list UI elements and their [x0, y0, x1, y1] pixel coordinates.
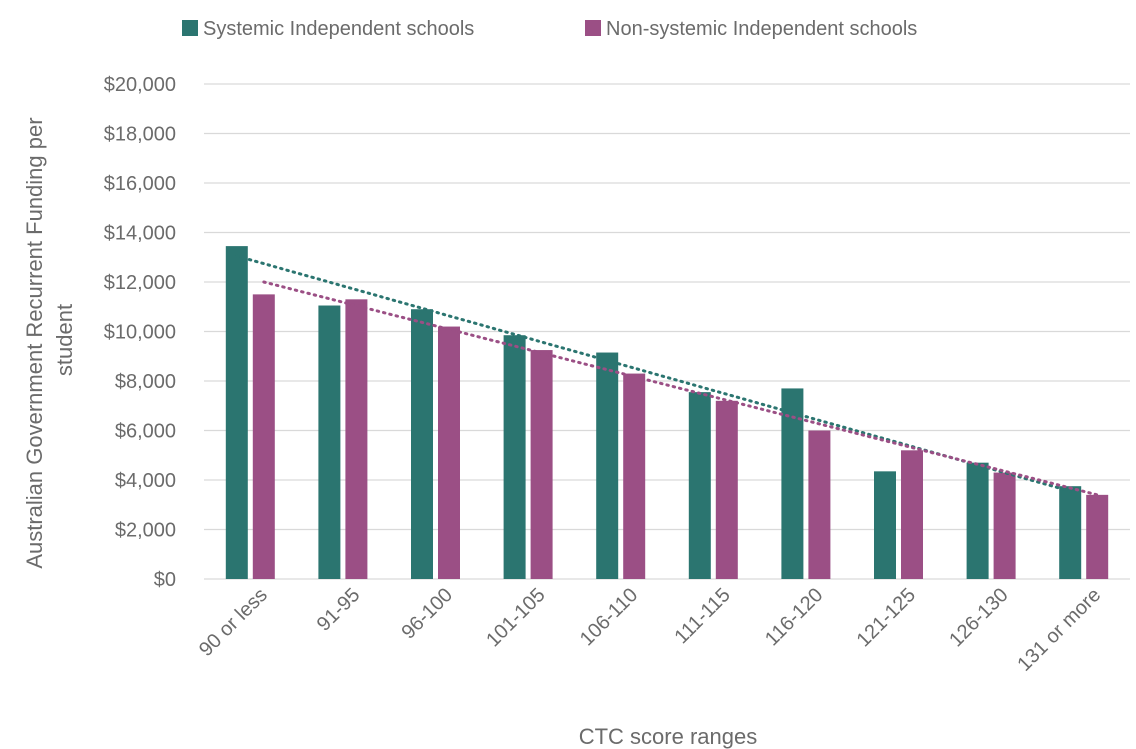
bar-non-systemic: [715, 400, 738, 579]
y-axis-title-line: Australian Government Recurrent Funding …: [22, 117, 47, 568]
x-tick-label: 116-120: [761, 584, 827, 650]
y-axis-title: Australian Government Recurrent Funding …: [22, 111, 77, 568]
bar-non-systemic: [530, 350, 553, 579]
x-tick-label: 90 or less: [195, 584, 272, 661]
y-tick-label: $18,000: [104, 124, 176, 146]
x-tick-label: 121-125: [853, 584, 920, 651]
bars: [225, 246, 1109, 580]
y-tick-label: $14,000: [104, 223, 176, 245]
y-tick-label: $8,000: [115, 371, 176, 393]
x-tick-label: 91-95: [313, 584, 365, 636]
bar-non-systemic: [345, 299, 368, 579]
y-tick-label: $0: [154, 569, 176, 591]
legend-swatch-non-systemic: [585, 20, 601, 36]
y-axis-ticks: $0 $2,000 $4,000 $6,000 $8,000 $10,000 $12,000…: [104, 74, 176, 591]
trendline-non-systemic: [262, 280, 1099, 497]
x-tick-label: 106-110: [576, 584, 642, 650]
bar-non-systemic: [623, 373, 646, 579]
y-tick-label: $2,000: [115, 520, 176, 542]
y-tick-label: $4,000: [115, 470, 176, 492]
bar-systemic: [503, 335, 526, 579]
bar-systemic: [318, 305, 341, 579]
bar-non-systemic: [808, 430, 831, 579]
y-tick-label: $6,000: [115, 421, 176, 443]
bar-non-systemic: [252, 294, 275, 579]
bar-systemic: [225, 246, 248, 580]
bar-non-systemic: [993, 472, 1016, 579]
y-tick-label: $20,000: [104, 74, 176, 96]
x-tick-label: 131 or more: [1013, 584, 1105, 676]
y-tick-label: $12,000: [104, 272, 176, 294]
x-tick-label: 101-105: [482, 584, 549, 651]
bar-systemic: [781, 388, 804, 579]
bar-non-systemic: [438, 326, 460, 579]
y-axis-title-line: student: [52, 304, 77, 376]
legend-label-systemic: Systemic Independent schools: [203, 18, 474, 40]
y-tick-label: $10,000: [104, 322, 176, 344]
x-tick-label: 111-115: [671, 584, 735, 648]
legend: Systemic Independent schools Non-systemic…: [182, 18, 917, 40]
bar-systemic: [411, 309, 433, 579]
bar-systemic: [688, 392, 711, 579]
bar-non-systemic: [901, 450, 923, 579]
bar-systemic: [1059, 486, 1082, 579]
gridlines: [204, 83, 1130, 580]
bar-systemic: [966, 462, 989, 579]
bar-systemic: [596, 352, 619, 579]
y-tick-label: $16,000: [104, 173, 176, 195]
x-tick-label: 126-130: [945, 584, 1012, 651]
legend-label-non-systemic: Non-systemic Independent schools: [606, 18, 917, 40]
x-tick-label: 96-100: [397, 584, 457, 644]
bar-systemic: [874, 471, 896, 579]
x-axis-title: CTC score ranges: [579, 724, 758, 749]
bar-non-systemic: [1086, 494, 1109, 579]
trendlines: [235, 254, 1099, 497]
x-axis-ticks: 90 or less 91-95 96-100 101-105 106-110 111-1…: [195, 584, 1105, 676]
legend-swatch-systemic: [182, 20, 198, 36]
